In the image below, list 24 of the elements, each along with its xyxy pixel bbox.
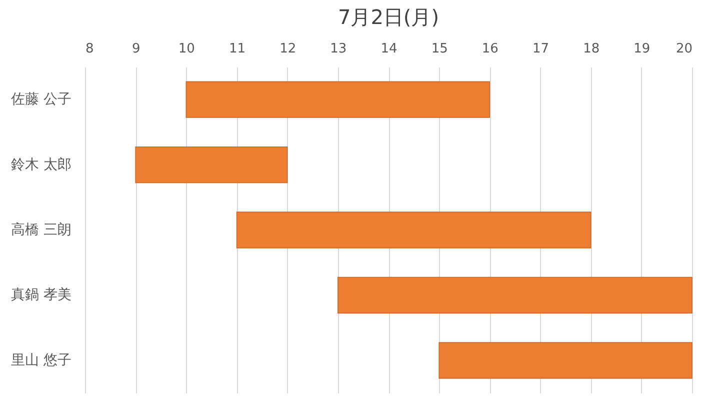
bar (338, 276, 692, 314)
chart-title: 7月2日(月) (338, 5, 440, 29)
y-tick-label: 里山 悠子 (11, 352, 72, 368)
x-tick-label: 12 (280, 42, 296, 56)
y-tick-label: 鈴木 太郎 (11, 156, 72, 173)
bar (135, 146, 288, 184)
bar (236, 212, 592, 248)
x-tick-label: 18 (583, 42, 600, 56)
y-tick-label: 佐藤 公子 (11, 92, 72, 108)
x-tick-label: 13 (330, 42, 347, 56)
x-tick-label: 16 (482, 42, 498, 56)
x-tick-label: 9 (132, 42, 140, 56)
bar (186, 81, 490, 118)
x-tick-label: 14 (380, 42, 398, 56)
y-tick-label: 高橋 三朗 (11, 222, 72, 238)
x-tick-label: 17 (532, 42, 550, 56)
x-tick-label: 20 (676, 42, 692, 56)
x-tick-label: 19 (634, 42, 650, 56)
bar (438, 342, 692, 379)
x-tick-label: 11 (228, 42, 246, 56)
x-tick-label: 15 (431, 42, 448, 56)
x-tick-label: 10 (178, 42, 195, 56)
y-tick-label: 真鍋 孝美 (11, 287, 72, 304)
x-tick-label: 8 (86, 42, 94, 56)
